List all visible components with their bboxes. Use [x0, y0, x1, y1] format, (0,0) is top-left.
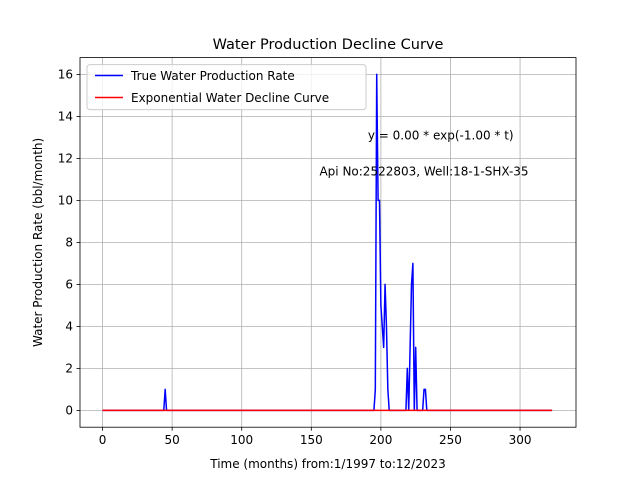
- x-axis-label: Time (months) from:1/1997 to:12/2023: [209, 457, 446, 471]
- y-tick-label: 12: [58, 152, 73, 166]
- y-tick-label: 6: [65, 278, 73, 292]
- x-tick-label: 150: [300, 433, 323, 447]
- y-tick-label: 8: [65, 236, 73, 250]
- x-tick-label: 250: [439, 433, 462, 447]
- y-tick-label: 14: [58, 110, 73, 124]
- well-annotation: Api No:2522803, Well:18-1-SHX-35: [319, 164, 528, 178]
- x-tick-label: 50: [164, 433, 179, 447]
- legend-box: [86, 64, 367, 111]
- y-axis-label: Water Production Rate (bbl/month): [31, 138, 45, 347]
- x-tick-label: 200: [369, 433, 392, 447]
- x-tick-label: 300: [509, 433, 532, 447]
- y-tick-label: 16: [58, 68, 73, 82]
- legend: True Water Production Rate Exponential W…: [86, 64, 367, 111]
- equation-annotation: y = 0.00 * exp(-1.00 * t): [368, 129, 514, 143]
- legend-label-true-rate: True Water Production Rate: [130, 69, 295, 83]
- y-tick-label: 2: [65, 362, 73, 376]
- series-layer: [102, 73, 553, 412]
- chart-title: Water Production Decline Curve: [213, 37, 444, 53]
- y-tick-label: 0: [65, 404, 73, 418]
- x-axis-ticks: 0 50 100 150 200 250 300: [99, 427, 532, 447]
- y-tick-label: 4: [65, 320, 73, 334]
- x-tick-label: 0: [99, 433, 107, 447]
- legend-label-exponential-curve: Exponential Water Decline Curve: [131, 91, 329, 105]
- y-tick-label: 10: [58, 194, 73, 208]
- y-axis-ticks: 0 2 4 6 8 10 12 14 16: [58, 68, 80, 418]
- x-tick-label: 100: [230, 433, 253, 447]
